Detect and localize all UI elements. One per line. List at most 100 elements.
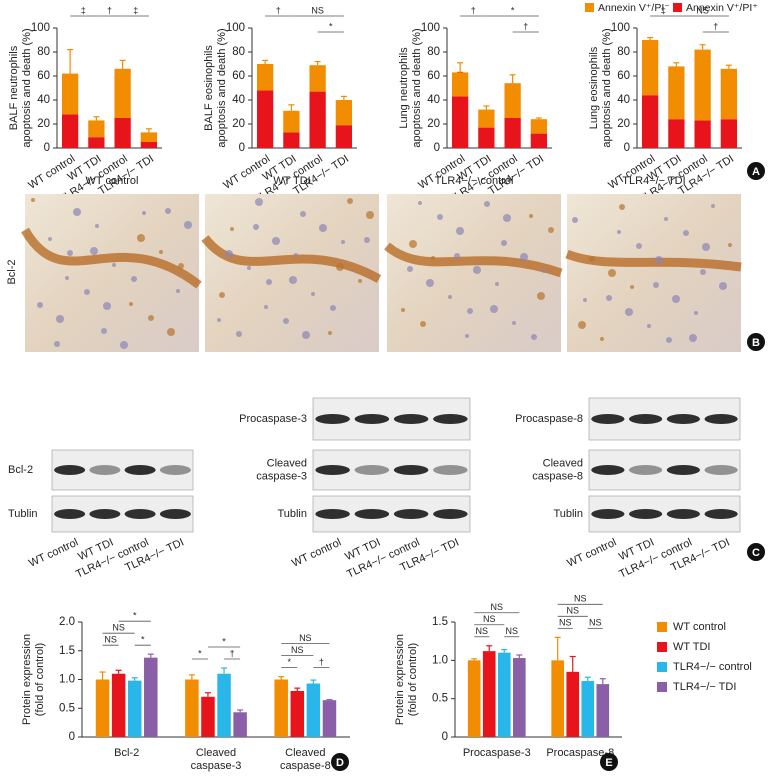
significance-label: NS	[311, 5, 324, 15]
blot-band	[315, 414, 350, 424]
cell-nucleus	[537, 292, 545, 300]
blot-band	[433, 509, 468, 519]
significance-label: *	[141, 635, 145, 645]
cell-nucleus	[653, 282, 659, 288]
panel-letter: C	[752, 547, 760, 559]
significance-label: *	[198, 648, 202, 658]
bar-segment	[88, 137, 105, 148]
bar-segment	[668, 66, 685, 120]
cell-nucleus	[37, 302, 43, 308]
cell-nucleus	[531, 334, 537, 340]
y-tick-label: 20	[617, 118, 630, 130]
y-tick-label: 20	[232, 118, 245, 130]
x-tick-label: Procaspase-3	[463, 747, 531, 759]
bar	[185, 679, 199, 737]
cell-nucleus	[655, 256, 663, 264]
cell-nucleus	[311, 292, 315, 296]
significance-label: †	[471, 5, 476, 15]
bar-segment	[530, 119, 548, 134]
bar-segment	[256, 90, 274, 148]
blot-band	[54, 465, 86, 475]
bar	[95, 679, 110, 737]
cell-nucleus	[159, 250, 163, 254]
bar-segment	[309, 65, 326, 92]
legend-label: TLR4−/− TDI	[673, 681, 736, 693]
y-axis-label: (fold of control)	[34, 643, 46, 716]
cell-nucleus	[672, 295, 680, 303]
blot-band	[704, 465, 738, 475]
cell-nucleus	[366, 211, 374, 219]
blot-band	[354, 509, 390, 519]
cell-nucleus	[719, 282, 727, 290]
blot-label: caspase-3	[256, 470, 307, 482]
y-axis-label: Lung eosinophils	[588, 46, 600, 129]
legend-swatch	[657, 662, 667, 672]
bar	[467, 660, 481, 737]
bar	[482, 651, 496, 737]
cell-nucleus	[247, 266, 251, 270]
significance-label: *	[287, 657, 291, 667]
blot-band	[433, 465, 468, 475]
cell-nucleus	[101, 328, 107, 334]
legend-label: Annexin V⁺/PI⁻	[598, 2, 670, 14]
y-tick-label: 1.5	[432, 616, 448, 628]
blot-band	[354, 465, 390, 475]
x-tick-label: Cleaved	[285, 747, 325, 759]
cell-nucleus	[702, 243, 710, 251]
significance-label: NS	[589, 618, 602, 628]
cell-nucleus	[129, 302, 133, 306]
histology-image	[205, 194, 379, 352]
bar-segment	[283, 132, 300, 148]
x-tick-label: Procaspase-8	[546, 747, 614, 759]
image-title: WT control	[86, 175, 139, 187]
cell-nucleus	[31, 198, 35, 202]
cell-nucleus	[302, 331, 310, 339]
significance-label: NS	[506, 626, 519, 636]
cell-nucleus	[176, 289, 180, 293]
cell-nucleus	[529, 214, 533, 218]
blot-band	[666, 509, 700, 519]
cell-nucleus	[272, 237, 280, 245]
bar	[322, 700, 337, 737]
y-tick-label: 0	[434, 142, 440, 154]
cell-nucleus	[600, 337, 604, 341]
bar	[551, 660, 565, 737]
significance-label: *	[222, 636, 226, 646]
cell-nucleus	[501, 240, 507, 246]
significance-label: NS	[112, 623, 125, 633]
significance-label: NS	[696, 5, 709, 15]
blot-band	[315, 465, 350, 475]
blot-band	[54, 509, 86, 519]
y-tick-label: 60	[37, 70, 50, 82]
significance-label: NS	[475, 626, 488, 636]
y-axis-label: Protein expression	[21, 634, 33, 725]
blot-band	[704, 509, 738, 519]
significance-label: †	[107, 5, 112, 15]
cell-nucleus	[266, 279, 272, 285]
y-tick-label: 20	[37, 118, 50, 130]
cell-nucleus	[454, 253, 460, 259]
bar-segment	[641, 95, 659, 148]
y-tick-label: 100	[611, 22, 630, 34]
cell-nucleus	[437, 214, 443, 220]
cell-nucleus	[230, 227, 234, 231]
y-tick-label: 100	[421, 22, 440, 34]
x-tick-label: Cleaved	[196, 747, 236, 759]
y-axis-label: Protein expression	[394, 634, 406, 725]
y-tick-label: 40	[37, 94, 50, 106]
lane-label: WT control	[565, 536, 618, 569]
bar	[581, 681, 595, 737]
significance-label: NS	[559, 618, 572, 628]
cell-nucleus	[431, 256, 435, 260]
image-title: WT TDI	[273, 175, 310, 187]
blot-label: caspase-8	[532, 470, 583, 482]
legend-swatch	[657, 682, 667, 692]
significance-label: NS	[104, 635, 117, 645]
cell-nucleus	[73, 208, 81, 216]
y-tick-label: 0	[239, 142, 245, 154]
bar	[512, 658, 526, 737]
cell-nucleus	[578, 321, 586, 329]
significance-label: †	[713, 21, 718, 31]
cell-nucleus	[184, 221, 192, 229]
cell-nucleus	[490, 305, 498, 313]
